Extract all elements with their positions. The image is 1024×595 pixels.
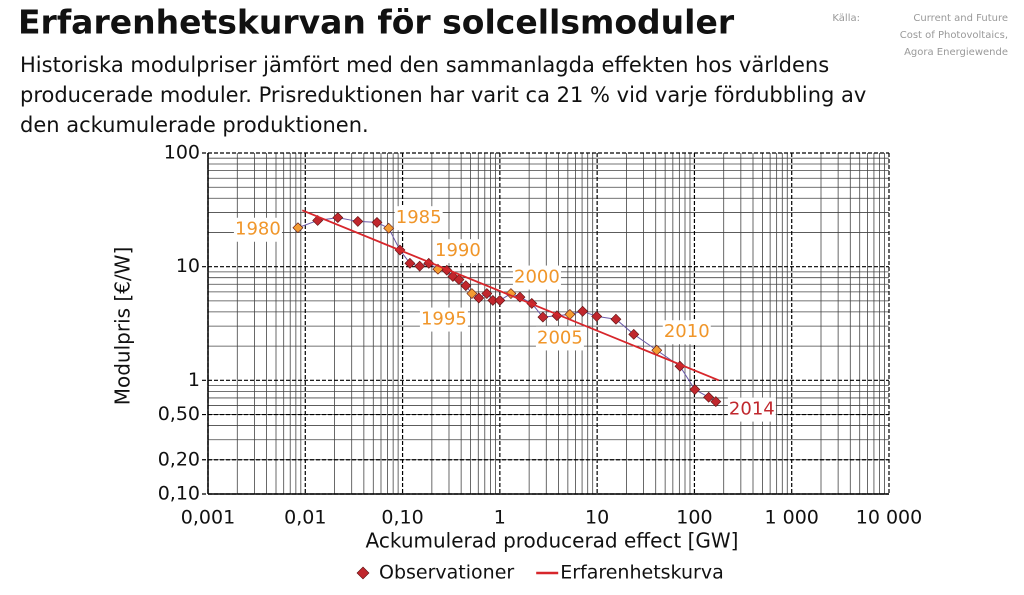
annotation: 2005 — [537, 327, 583, 348]
point — [332, 212, 344, 224]
x-tick-label: 1 — [494, 507, 506, 529]
annotation-bg — [662, 320, 711, 345]
point — [537, 311, 549, 323]
point — [514, 291, 526, 303]
point — [591, 310, 603, 322]
x-tick-label: 10 — [585, 507, 609, 529]
y-tick-label: 10 — [176, 255, 200, 277]
point — [610, 313, 622, 325]
point — [404, 257, 416, 269]
x-tick-label: 10 000 — [856, 507, 922, 529]
annotation: 1985 — [396, 207, 442, 228]
point — [710, 396, 722, 408]
point — [481, 288, 493, 299]
y-tick-label: 100 — [164, 142, 200, 164]
annotation-bg — [233, 217, 282, 242]
point — [466, 288, 478, 299]
y-tick-label: 0,20 — [158, 448, 200, 470]
point — [703, 391, 715, 403]
x-tick-label: 0,10 — [381, 507, 423, 529]
annotation-bg — [535, 326, 584, 351]
x-tick-label: 100 — [676, 507, 712, 529]
point — [453, 274, 465, 285]
annotation: 1995 — [421, 309, 467, 330]
source: Cost of Photovoltaics, — [900, 30, 1008, 41]
annotation: 1990 — [435, 240, 481, 261]
chart-title: Erfarenhetskurvan för solcellsmoduler — [18, 3, 735, 42]
point — [577, 305, 589, 317]
annotation-bg — [433, 239, 482, 264]
subtitle: den ackumulerade produktionen. — [20, 113, 369, 137]
point — [460, 280, 472, 292]
y-tick-label: 0,50 — [158, 403, 200, 425]
point — [292, 222, 304, 234]
point — [628, 328, 640, 340]
source: Agora Energiewende — [904, 47, 1008, 58]
source-label: Källa: — [832, 13, 860, 24]
point — [352, 216, 364, 227]
annotation-bg — [419, 307, 468, 332]
legend-label: Observationer — [379, 562, 514, 584]
annotation-bg — [512, 265, 561, 290]
point — [494, 294, 506, 306]
legend-label: Erfarenhetskurva — [560, 562, 724, 584]
annotation: 1980 — [235, 219, 281, 240]
annotation-bg — [394, 206, 443, 231]
subtitle: Historiska modulpriser jämfört med den s… — [20, 53, 829, 77]
y-axis-label: Modulpris [€/W] — [111, 247, 135, 406]
point — [473, 292, 485, 304]
point — [371, 217, 383, 228]
annotation: 2010 — [664, 321, 710, 342]
source: Current and Future — [913, 13, 1008, 24]
x-tick-label: 0,01 — [284, 507, 326, 529]
annotation: 2000 — [514, 267, 560, 288]
x-tick-label: 1 000 — [765, 507, 819, 529]
subtitle: producerade moduler. Prisreduktionen har… — [20, 83, 866, 107]
y-tick-label: 0,10 — [158, 483, 200, 505]
x-axis-label: Ackumulerad producerad effect [GW] — [366, 529, 739, 553]
point — [414, 260, 426, 272]
y-tick-label: 1 — [188, 369, 200, 391]
annotation-bg — [727, 397, 776, 422]
legend-marker — [356, 566, 370, 580]
x-tick-label: 0,001 — [181, 507, 235, 529]
annotation: 2014 — [729, 399, 775, 420]
point — [689, 384, 701, 395]
trend-line — [301, 209, 720, 382]
point — [383, 222, 395, 234]
connector — [297, 217, 717, 403]
